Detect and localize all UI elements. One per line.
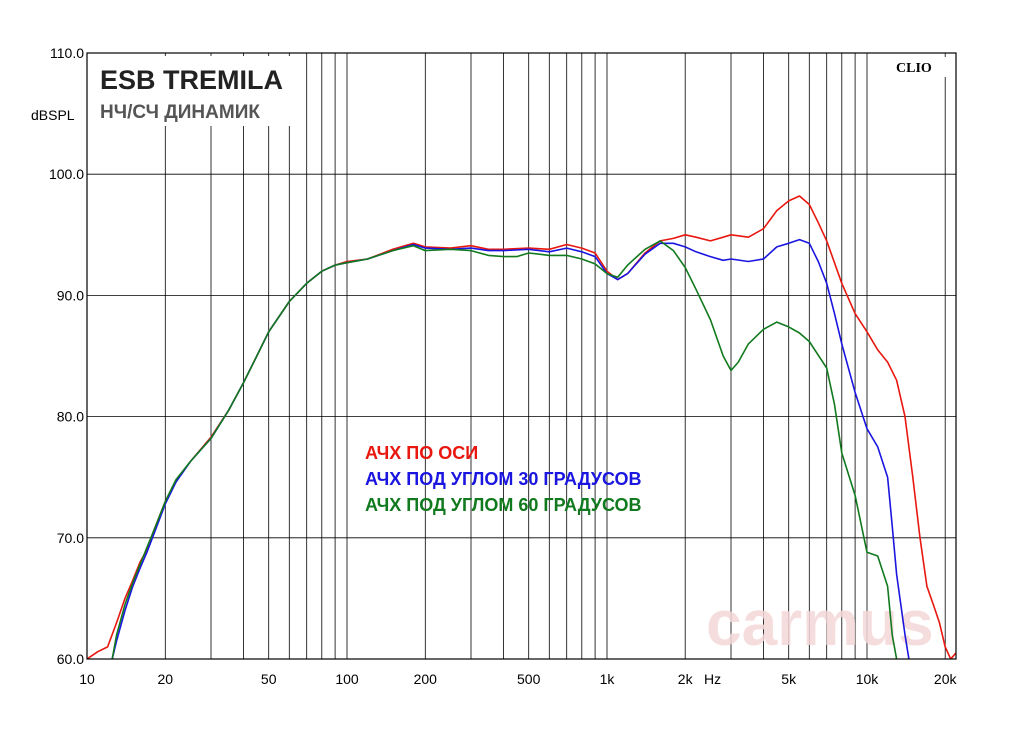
- y-tick-label: 60.0: [57, 651, 84, 667]
- x-tick-label: 2k: [678, 671, 694, 687]
- x-axis-unit-label: Hz: [704, 671, 721, 687]
- x-tick-label: 200: [414, 671, 438, 687]
- brand-background: [890, 57, 946, 77]
- y-tick-labels: 60.0 70.0 80.0 90.0 100.0 110.0: [49, 45, 84, 667]
- y-axis-unit-label: dBSPL: [31, 107, 75, 123]
- y-tick-label: 110.0: [50, 45, 84, 61]
- brand-label: CLIO: [896, 61, 932, 76]
- y-tick-label: 100.0: [49, 166, 84, 182]
- x-tick-label: 100: [335, 671, 359, 687]
- legend: АЧХ ПО ОСИ АЧХ ПОД УГЛОМ 30 ГРАДУСОВ АЧХ П…: [365, 443, 642, 515]
- series-layer: [87, 195, 956, 659]
- legend-entry-1: АЧХ ПО ОСИ: [365, 443, 478, 463]
- x-tick-label: 20k: [934, 671, 958, 687]
- horizontal-grid-lines: [87, 173, 956, 539]
- x-tick-label: 500: [517, 671, 541, 687]
- x-tick-label: 1k: [600, 671, 616, 687]
- title-background: [94, 56, 290, 126]
- y-tick-label: 70.0: [57, 530, 84, 546]
- chart-subtitle: НЧ/СЧ ДИНАМИК: [100, 102, 260, 123]
- y-tick-label: 90.0: [57, 287, 84, 303]
- x-tick-label: 50: [261, 671, 277, 687]
- y-tick-label: 80.0: [57, 409, 84, 425]
- plot-frame: [86, 52, 957, 660]
- x-tick-label: 10: [79, 671, 95, 687]
- x-tick-label: 10k: [856, 671, 880, 687]
- legend-entry-2: АЧХ ПОД УГЛОМ 30 ГРАДУСОВ: [365, 469, 642, 489]
- vertical-grid-lines: [164, 53, 946, 659]
- legend-entry-3: АЧХ ПОД УГЛОМ 60 ГРАДУСОВ: [365, 495, 642, 515]
- x-tick-label: 5k: [781, 671, 797, 687]
- series-line-3: [111, 240, 898, 659]
- watermark-logo: carmus: [706, 587, 934, 659]
- x-tick-label: 20: [158, 671, 174, 687]
- chart-title: ESB TREMILA: [100, 65, 283, 95]
- x-tick-labels: 10 20 50 100 200 500 1k 2k 5k 10k 20k: [79, 671, 957, 687]
